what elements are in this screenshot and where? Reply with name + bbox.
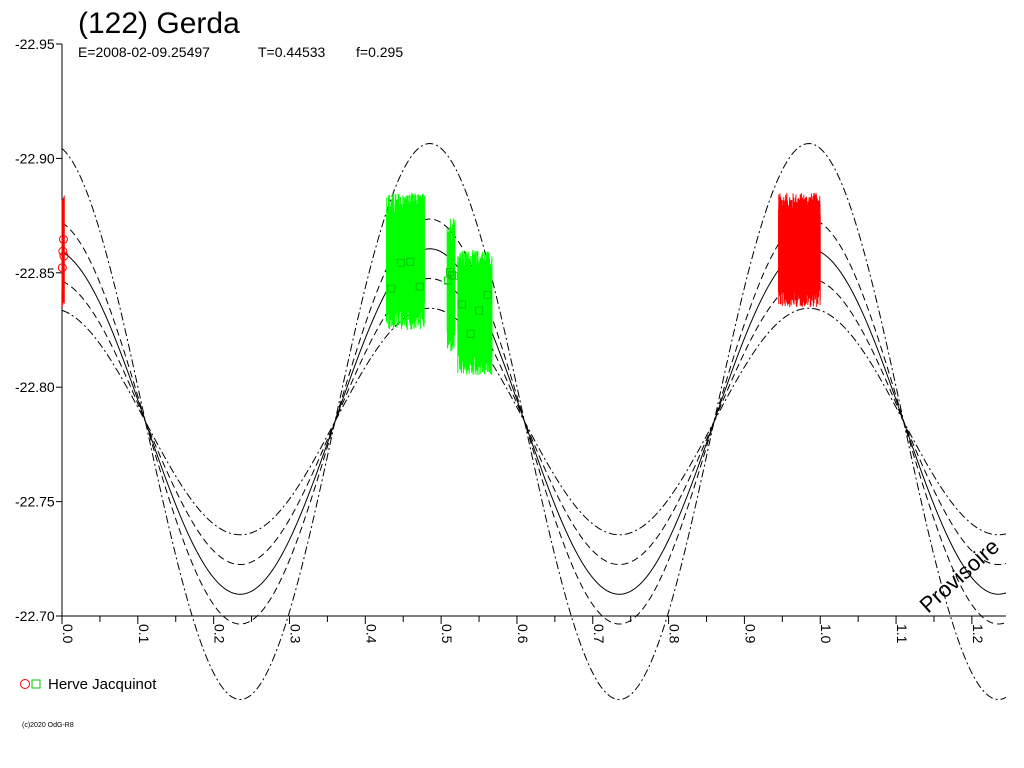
data-marker <box>779 237 789 247</box>
data-marker <box>466 329 475 338</box>
data-marker <box>415 282 424 291</box>
f-label: f=0.295 <box>356 44 403 60</box>
x-tick-label: 1.0 <box>818 624 834 644</box>
data-marker <box>810 262 820 272</box>
model-curve <box>61 278 1007 566</box>
model-curves <box>61 143 1007 701</box>
data-marker <box>483 290 492 299</box>
model-curve <box>61 218 1007 625</box>
x-tick-label: 0.8 <box>667 624 683 644</box>
credit-text: (c)2020 OdG-R8 <box>22 722 74 729</box>
data-marker <box>406 257 415 266</box>
data-marker <box>789 249 799 259</box>
data-marker <box>58 246 68 256</box>
data-marker <box>475 306 484 315</box>
data-marker <box>387 284 396 293</box>
data-marker <box>58 234 68 244</box>
data-points <box>386 193 425 330</box>
y-axis: -22.95 -22.90 -22.85 -22.80 -22.75 -22.70 <box>15 36 63 624</box>
y-tick-label: -22.85 <box>15 265 55 281</box>
chart-title: (122) Gerda <box>78 7 240 40</box>
x-tick-label: 0.4 <box>363 624 379 644</box>
x-tick-label: 0.0 <box>60 624 76 644</box>
x-axis: 0.0 0.1 0.2 0.3 0.4 0.5 0.6 0.7 0.8 0.9 1.0 1.1 1.2 <box>60 615 1006 644</box>
period-label: T=0.44533 <box>258 44 326 60</box>
legend-circle-marker <box>20 679 30 689</box>
y-tick-label: -22.75 <box>15 494 55 510</box>
y-tick-label: -22.70 <box>15 608 55 624</box>
data-points <box>778 192 821 308</box>
data-marker <box>447 270 456 279</box>
legend-label: Herve Jacquinot <box>48 676 157 693</box>
model-curve <box>61 307 1007 536</box>
watermark-text: Provisoire <box>915 534 1004 618</box>
x-tick-label: 0.3 <box>287 624 303 644</box>
legend: Herve Jacquinot <box>20 676 157 693</box>
legend-square-marker <box>31 679 41 689</box>
data-points <box>61 195 65 308</box>
data-marker <box>800 267 810 277</box>
epoch-label: E=2008-02-09.25497 <box>78 44 210 60</box>
x-tick-label: 0.6 <box>515 624 531 644</box>
data-marker <box>57 263 67 273</box>
data-marker <box>458 300 467 309</box>
x-tick-label: 0.7 <box>591 624 607 644</box>
model-curve <box>61 248 1007 595</box>
y-tick-label: -22.95 <box>15 36 55 52</box>
data-points <box>446 218 456 352</box>
y-tick-label: -22.90 <box>15 150 55 166</box>
data-marker <box>59 251 69 261</box>
x-tick-label: 0.9 <box>742 624 758 644</box>
x-tick-label: 0.2 <box>212 624 228 644</box>
x-tick-label: 0.5 <box>439 624 455 644</box>
y-tick-label: -22.80 <box>15 379 55 395</box>
x-tick-label: 1.1 <box>894 624 910 644</box>
data-points <box>457 250 493 376</box>
x-tick-label: 0.1 <box>136 624 152 644</box>
data-series <box>57 192 821 376</box>
model-curve <box>61 143 1007 701</box>
data-marker <box>396 258 405 267</box>
x-tick-label: 1.2 <box>970 624 986 644</box>
